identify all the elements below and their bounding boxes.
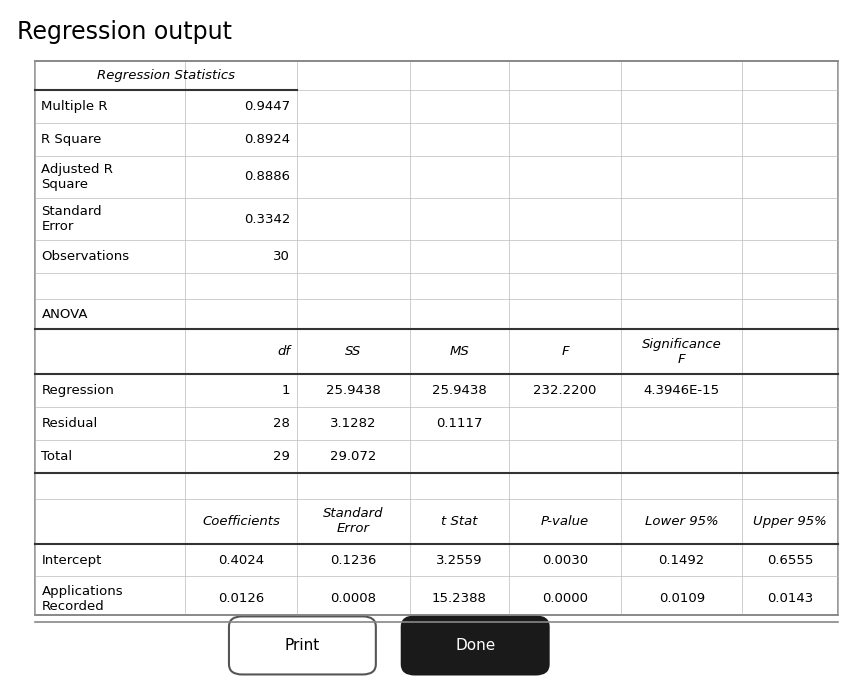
- Text: 25.9438: 25.9438: [326, 384, 381, 398]
- Text: 232.2200: 232.2200: [533, 384, 597, 398]
- Text: 30: 30: [273, 250, 290, 264]
- Text: 4.3946E-15: 4.3946E-15: [644, 384, 720, 398]
- FancyBboxPatch shape: [229, 616, 376, 675]
- Text: 1: 1: [282, 384, 290, 398]
- Text: 3.2559: 3.2559: [436, 553, 482, 567]
- Text: 29: 29: [273, 449, 290, 463]
- Text: Upper 95%: Upper 95%: [753, 514, 827, 528]
- Text: ANOVA: ANOVA: [41, 307, 88, 321]
- Text: Regression output: Regression output: [17, 20, 232, 44]
- Text: Residual: Residual: [41, 417, 98, 430]
- Text: MS: MS: [449, 345, 469, 359]
- Text: 0.9447: 0.9447: [245, 100, 290, 113]
- Text: Total: Total: [41, 449, 73, 463]
- Text: Applications
Recorded: Applications Recorded: [41, 585, 123, 613]
- Text: Observations: Observations: [41, 250, 130, 264]
- Text: Multiple R: Multiple R: [41, 100, 108, 113]
- Text: 0.1117: 0.1117: [436, 417, 482, 430]
- Text: F: F: [562, 345, 569, 359]
- Text: 0.0000: 0.0000: [542, 592, 588, 606]
- Text: Lower 95%: Lower 95%: [645, 514, 719, 528]
- Text: Coefficients: Coefficients: [202, 514, 280, 528]
- Text: 0.1492: 0.1492: [658, 553, 705, 567]
- Text: 0.1236: 0.1236: [330, 553, 377, 567]
- Text: Regression: Regression: [41, 384, 114, 398]
- Text: Standard
Error: Standard Error: [323, 507, 384, 535]
- Text: 0.0126: 0.0126: [218, 592, 264, 606]
- Text: R Square: R Square: [41, 133, 102, 146]
- Text: Done: Done: [455, 638, 495, 653]
- FancyBboxPatch shape: [35, 61, 838, 615]
- Text: 29.072: 29.072: [330, 449, 377, 463]
- Text: Intercept: Intercept: [41, 553, 102, 567]
- Text: 3.1282: 3.1282: [330, 417, 377, 430]
- Text: SS: SS: [346, 345, 361, 359]
- Text: Regression Statistics: Regression Statistics: [97, 69, 235, 83]
- Text: 0.0109: 0.0109: [658, 592, 705, 606]
- Text: Print: Print: [285, 638, 320, 653]
- Text: 0.8924: 0.8924: [245, 133, 290, 146]
- FancyBboxPatch shape: [402, 616, 549, 675]
- Text: 0.0030: 0.0030: [542, 553, 588, 567]
- Text: 15.2388: 15.2388: [432, 592, 486, 606]
- Text: Adjusted R
Square: Adjusted R Square: [41, 163, 113, 191]
- Text: 0.8886: 0.8886: [245, 170, 290, 184]
- Text: 0.3342: 0.3342: [244, 212, 290, 226]
- Text: t Stat: t Stat: [441, 514, 478, 528]
- Text: 28: 28: [273, 417, 290, 430]
- Text: Standard
Error: Standard Error: [41, 206, 102, 233]
- Text: P-value: P-value: [541, 514, 589, 528]
- Text: 25.9438: 25.9438: [432, 384, 486, 398]
- Text: Significance
F: Significance F: [642, 338, 721, 365]
- Text: df: df: [277, 345, 290, 359]
- Text: 0.0143: 0.0143: [767, 592, 813, 606]
- Text: 0.4024: 0.4024: [218, 553, 264, 567]
- Text: 0.0008: 0.0008: [330, 592, 377, 606]
- Text: 0.6555: 0.6555: [767, 553, 813, 567]
